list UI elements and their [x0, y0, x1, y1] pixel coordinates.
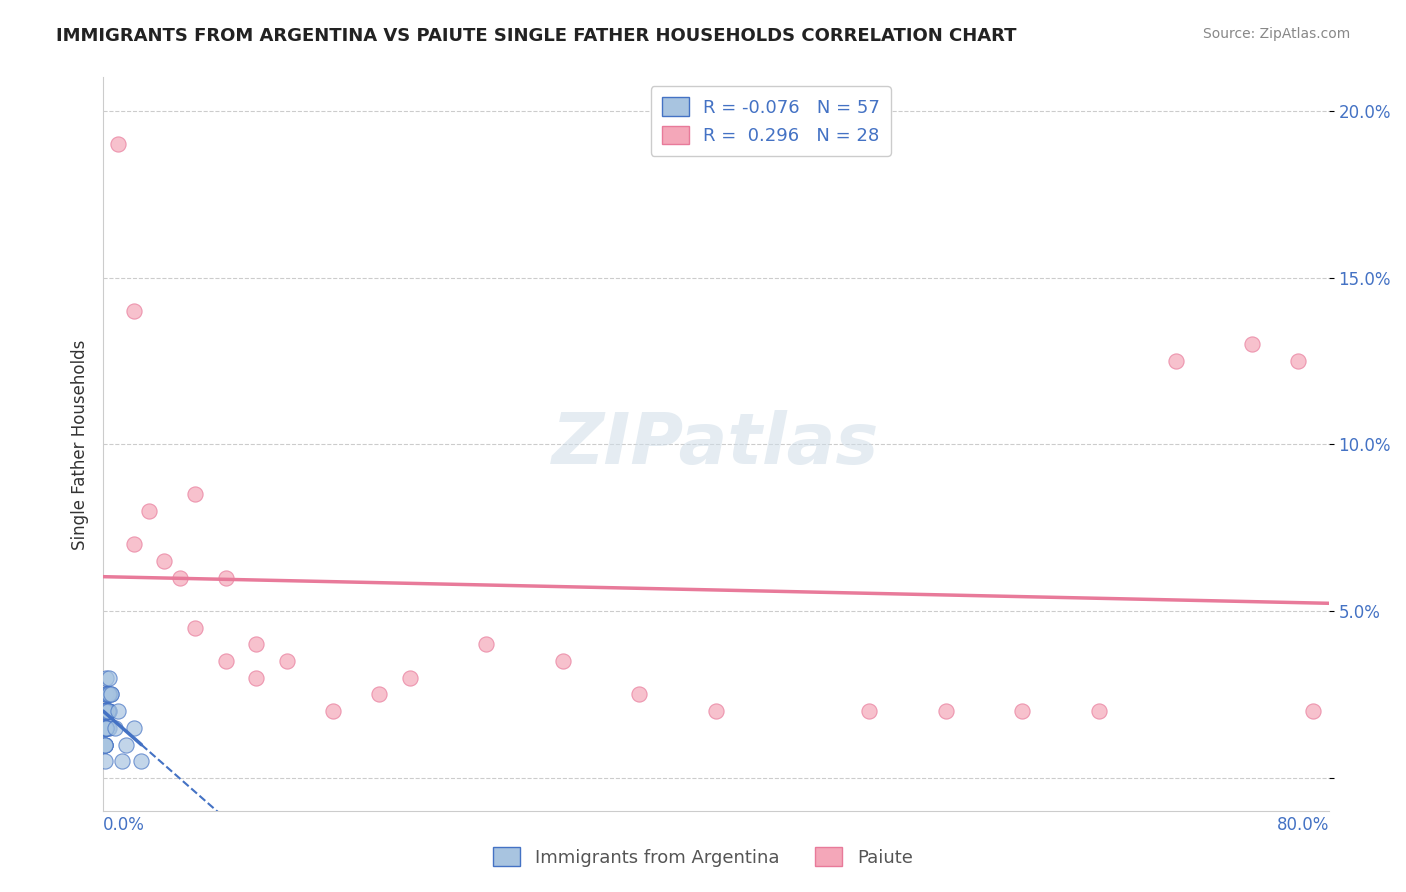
- Point: [276, 654, 298, 668]
- Y-axis label: Single Father Households: Single Father Households: [72, 339, 89, 549]
- Point: [93, 704, 115, 718]
- Point: [93, 721, 115, 735]
- Point: [131, 754, 153, 768]
- Text: ZIPatlas: ZIPatlas: [553, 409, 880, 479]
- Point: [475, 637, 498, 651]
- Point: [96, 721, 118, 735]
- Point: [96, 688, 118, 702]
- Point: [1286, 354, 1309, 368]
- Point: [97, 688, 120, 702]
- Text: Source: ZipAtlas.com: Source: ZipAtlas.com: [1202, 27, 1350, 41]
- Point: [115, 738, 138, 752]
- Point: [93, 721, 115, 735]
- Point: [215, 571, 238, 585]
- Point: [93, 704, 115, 718]
- Point: [322, 704, 344, 718]
- Legend: Immigrants from Argentina, Paiute: Immigrants from Argentina, Paiute: [486, 840, 920, 874]
- Point: [169, 571, 191, 585]
- Point: [93, 704, 115, 718]
- Legend: R = -0.076   N = 57, R =  0.296   N = 28: R = -0.076 N = 57, R = 0.296 N = 28: [651, 87, 891, 156]
- Point: [110, 754, 132, 768]
- Point: [551, 654, 574, 668]
- Point: [97, 688, 120, 702]
- Point: [93, 738, 115, 752]
- Point: [96, 688, 118, 702]
- Point: [93, 754, 115, 768]
- Point: [704, 704, 727, 718]
- Point: [93, 704, 115, 718]
- Point: [1241, 337, 1264, 351]
- Point: [96, 704, 118, 718]
- Point: [97, 704, 120, 718]
- Point: [96, 704, 118, 718]
- Point: [98, 671, 121, 685]
- Point: [96, 704, 118, 718]
- Point: [107, 704, 129, 718]
- Point: [935, 704, 957, 718]
- Point: [858, 704, 880, 718]
- Point: [93, 704, 115, 718]
- Point: [1164, 354, 1187, 368]
- Point: [93, 738, 115, 752]
- Point: [1302, 704, 1324, 718]
- Point: [97, 704, 120, 718]
- Point: [93, 721, 115, 735]
- Point: [1088, 704, 1111, 718]
- Text: 80.0%: 80.0%: [1277, 815, 1329, 833]
- Point: [398, 671, 420, 685]
- Point: [97, 688, 120, 702]
- Point: [98, 704, 121, 718]
- Point: [215, 654, 238, 668]
- Point: [98, 688, 121, 702]
- Point: [96, 688, 118, 702]
- Point: [96, 704, 118, 718]
- Point: [96, 671, 118, 685]
- Point: [93, 721, 115, 735]
- Point: [100, 688, 122, 702]
- Point: [104, 721, 127, 735]
- Point: [97, 721, 120, 735]
- Text: 0.0%: 0.0%: [103, 815, 145, 833]
- Point: [93, 704, 115, 718]
- Point: [367, 688, 389, 702]
- Point: [96, 688, 118, 702]
- Point: [98, 721, 121, 735]
- Point: [96, 721, 118, 735]
- Point: [245, 637, 267, 651]
- Point: [96, 721, 118, 735]
- Point: [1011, 704, 1033, 718]
- Point: [122, 304, 145, 318]
- Point: [122, 537, 145, 551]
- Point: [93, 721, 115, 735]
- Point: [97, 688, 120, 702]
- Point: [93, 738, 115, 752]
- Text: IMMIGRANTS FROM ARGENTINA VS PAIUTE SINGLE FATHER HOUSEHOLDS CORRELATION CHART: IMMIGRANTS FROM ARGENTINA VS PAIUTE SING…: [56, 27, 1017, 45]
- Point: [184, 487, 207, 501]
- Point: [96, 704, 118, 718]
- Point: [93, 704, 115, 718]
- Point: [122, 721, 145, 735]
- Point: [245, 671, 267, 685]
- Point: [184, 621, 207, 635]
- Point: [97, 704, 120, 718]
- Point: [98, 688, 121, 702]
- Point: [138, 504, 160, 518]
- Point: [98, 704, 121, 718]
- Point: [153, 554, 176, 568]
- Point: [96, 688, 118, 702]
- Point: [107, 137, 129, 152]
- Point: [96, 721, 118, 735]
- Point: [97, 704, 120, 718]
- Point: [628, 688, 651, 702]
- Point: [96, 721, 118, 735]
- Point: [93, 738, 115, 752]
- Point: [97, 704, 120, 718]
- Point: [100, 688, 122, 702]
